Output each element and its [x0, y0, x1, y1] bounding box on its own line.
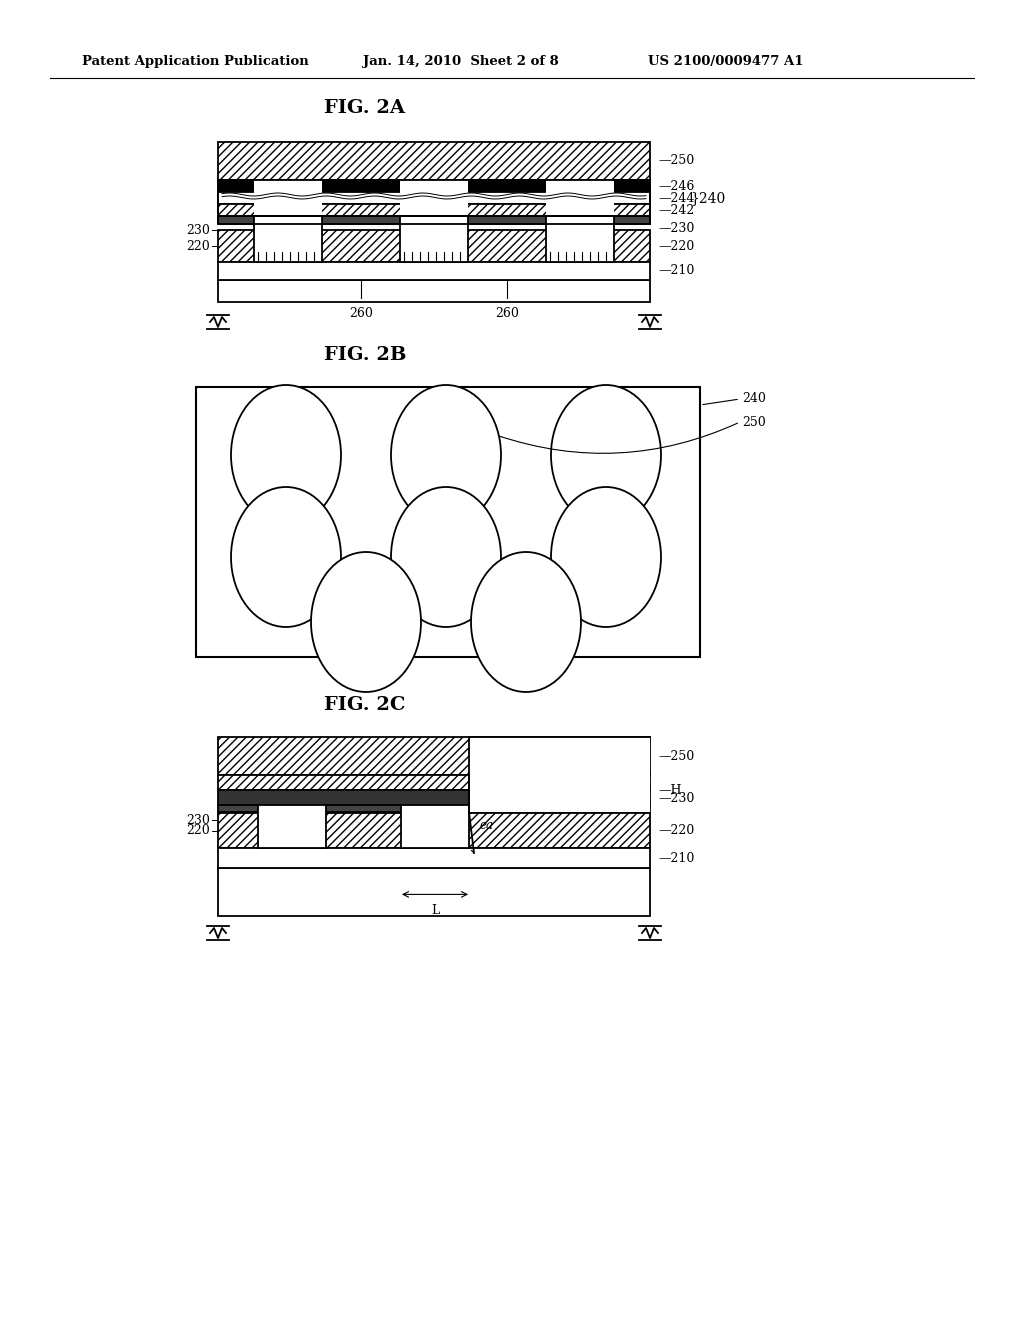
Text: L: L [431, 904, 439, 917]
Bar [218, 230, 650, 261]
Text: US 2100/0009477 A1: US 2100/0009477 A1 [648, 55, 804, 69]
Ellipse shape [311, 552, 421, 692]
Ellipse shape [231, 385, 341, 525]
Text: —242: —242 [658, 203, 694, 216]
Text: Jan. 14, 2010  Sheet 2 of 8: Jan. 14, 2010 Sheet 2 of 8 [362, 55, 559, 69]
Text: ea: ea [479, 818, 494, 832]
Text: —250: —250 [658, 750, 694, 763]
Bar [218, 216, 650, 224]
Bar [258, 805, 326, 847]
Bar [401, 805, 469, 812]
Ellipse shape [551, 385, 662, 525]
Bar [546, 191, 614, 205]
Bar [196, 387, 700, 657]
Bar [469, 805, 650, 812]
Text: —230: —230 [658, 792, 694, 804]
Bar [546, 205, 614, 216]
Text: 230: 230 [186, 223, 210, 236]
Text: —246: —246 [658, 180, 694, 193]
Bar [218, 180, 650, 191]
Bar [546, 216, 614, 261]
Bar [218, 205, 650, 216]
Text: }240: }240 [690, 191, 725, 205]
Ellipse shape [391, 385, 501, 525]
Text: 260: 260 [349, 308, 373, 319]
Bar [218, 191, 650, 205]
Bar [400, 216, 468, 261]
Text: 230: 230 [186, 813, 210, 826]
Bar [400, 180, 468, 191]
Text: 260: 260 [495, 308, 519, 319]
Text: —220: —220 [658, 824, 694, 837]
Bar [218, 180, 650, 216]
Bar [401, 805, 469, 847]
Text: —H: —H [658, 784, 682, 796]
Text: FIG. 2A: FIG. 2A [325, 99, 406, 117]
Bar [218, 216, 650, 224]
Text: —250: —250 [658, 154, 694, 168]
Bar [218, 280, 650, 302]
Bar [400, 205, 468, 216]
Text: FIG. 2C: FIG. 2C [325, 696, 406, 714]
Ellipse shape [551, 487, 662, 627]
Bar [218, 143, 650, 180]
Bar [218, 869, 650, 916]
Bar [218, 261, 650, 280]
Text: 220: 220 [186, 824, 210, 837]
Bar [218, 847, 650, 869]
Text: 250: 250 [742, 416, 766, 429]
Text: —210: —210 [658, 264, 694, 277]
Bar [546, 180, 614, 191]
Bar [254, 216, 322, 261]
Bar [469, 775, 650, 805]
Ellipse shape [391, 487, 501, 627]
Text: —230: —230 [658, 222, 694, 235]
Bar [254, 180, 322, 191]
Text: —244: —244 [658, 191, 694, 205]
Bar [258, 805, 326, 812]
Bar [546, 230, 614, 261]
Bar [400, 230, 468, 261]
Bar [254, 191, 322, 205]
Bar [254, 216, 322, 224]
Text: FIG. 2B: FIG. 2B [324, 346, 407, 364]
Bar [258, 813, 326, 847]
Bar [254, 205, 322, 216]
Bar [218, 737, 650, 775]
Bar [254, 230, 322, 261]
Bar [400, 216, 468, 224]
Bar [546, 216, 614, 224]
Text: —220: —220 [658, 239, 694, 252]
Ellipse shape [231, 487, 341, 627]
Text: 220: 220 [186, 239, 210, 252]
Bar [401, 813, 469, 847]
Text: 240: 240 [742, 392, 766, 405]
Text: Patent Application Publication: Patent Application Publication [82, 55, 309, 69]
Bar [218, 805, 650, 812]
Bar [218, 775, 650, 789]
Bar [218, 789, 650, 805]
Text: —210: —210 [658, 851, 694, 865]
Bar [218, 813, 650, 847]
Bar [469, 737, 650, 775]
Bar [400, 191, 468, 205]
Ellipse shape [471, 552, 581, 692]
